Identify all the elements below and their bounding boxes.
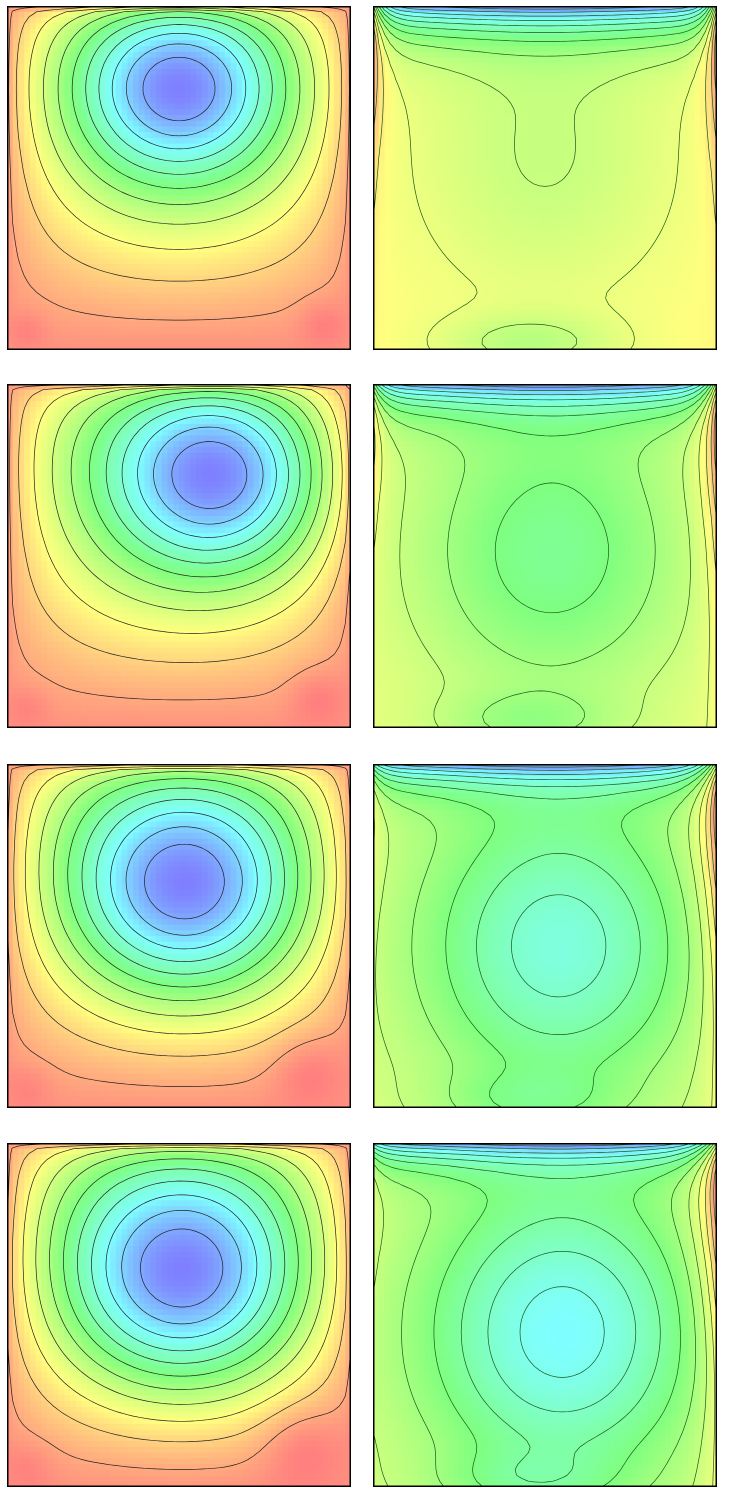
- contour-line: [49, 1151, 312, 1390]
- contour-line: [95, 798, 272, 962]
- contour-line: [43, 7, 315, 225]
- colour-fill: [7, 1143, 351, 1487]
- streamfunction-contour-plot: [7, 384, 351, 728]
- contour-line: [15, 6, 343, 282]
- contour-line: [373, 384, 717, 728]
- vorticity-contour-plot: [373, 6, 717, 350]
- contour-line: [373, 764, 705, 998]
- contour-line: [125, 826, 243, 936]
- contour-lines: [9, 384, 351, 701]
- contour-line: [88, 391, 312, 578]
- streamfunction-panel-2: [7, 384, 351, 728]
- contour-line: [121, 405, 289, 551]
- streamfunction-contour-plot: [7, 764, 351, 1108]
- streamfunction-contour-plot: [7, 6, 351, 350]
- contour-lines: [373, 1143, 717, 1487]
- vorticity-contour-plot: [373, 384, 717, 728]
- contour-line: [381, 6, 708, 27]
- contour-line: [171, 441, 248, 509]
- vorticity-panel-1: [373, 6, 717, 350]
- contour-line: [71, 11, 287, 189]
- contour-line: [373, 1143, 709, 1483]
- contour-line: [91, 1180, 272, 1352]
- contour-line: [57, 9, 301, 205]
- panel-frame: [373, 1143, 717, 1487]
- contour-line: [373, 764, 715, 1108]
- panel-frame: [373, 764, 717, 1108]
- panel-frame: [7, 764, 351, 1108]
- colour-fill: [373, 384, 717, 728]
- contour-line: [125, 43, 233, 137]
- contour-line: [105, 1194, 258, 1339]
- contour-line: [153, 426, 264, 525]
- contour-line: [98, 24, 260, 162]
- colour-fill: [7, 384, 351, 728]
- colour-fill: [373, 6, 717, 350]
- contour-line: [373, 1143, 699, 1378]
- contour-line: [35, 1147, 326, 1405]
- vorticity-contour-plot: [373, 764, 717, 1108]
- contour-line: [374, 384, 710, 417]
- contour-line: [376, 6, 713, 42]
- vorticity-panel-4: [373, 1143, 717, 1487]
- streamfunction-contour-plot: [7, 1143, 351, 1487]
- colour-fill: [7, 764, 351, 1108]
- contour-line: [140, 1228, 224, 1308]
- vorticity-panel-2: [373, 384, 717, 728]
- contour-line: [24, 766, 337, 1035]
- panel-frame: [7, 1143, 351, 1487]
- contour-line: [144, 843, 225, 920]
- colour-fill: [373, 1143, 717, 1487]
- contour-lines: [8, 6, 350, 321]
- streamfunction-panel-4: [7, 1143, 351, 1487]
- streamfunction-panel-3: [7, 764, 351, 1108]
- contour-line: [105, 397, 301, 564]
- contour-line: [22, 1145, 338, 1422]
- contour-line: [111, 32, 247, 150]
- vorticity-contour-plot: [373, 1143, 717, 1487]
- contour-line: [110, 811, 258, 950]
- colour-fill: [373, 764, 717, 1108]
- contour-line: [38, 768, 325, 1017]
- contour-line: [52, 771, 312, 1002]
- contour-line: [137, 415, 277, 538]
- panel-frame: [373, 6, 717, 350]
- contour-line: [85, 16, 273, 175]
- contour-line: [77, 1168, 286, 1364]
- contour-line: [373, 764, 717, 1108]
- contour-lines: [7, 1143, 351, 1470]
- contour-line: [374, 6, 714, 57]
- contour-line: [373, 1143, 715, 1487]
- contour-line: [373, 1143, 712, 1487]
- contour-line: [142, 56, 216, 122]
- contour-line: [81, 787, 285, 975]
- contour-line: [121, 1210, 242, 1325]
- vorticity-panel-3: [373, 764, 717, 1108]
- contour-line: [8, 6, 350, 321]
- streamfunction-panel-1: [7, 6, 351, 350]
- colour-fill: [7, 6, 351, 350]
- contour-lines: [373, 764, 717, 1108]
- contour-line: [9, 384, 351, 701]
- contour-line: [373, 764, 712, 1108]
- contour-line: [63, 1158, 299, 1377]
- contour-line: [67, 778, 299, 988]
- panel-frame: [7, 384, 351, 728]
- panel-frame: [373, 384, 717, 728]
- contour-line: [70, 388, 323, 593]
- contour-line: [51, 386, 334, 612]
- panel-frame: [7, 6, 351, 350]
- contour-line: [373, 6, 716, 350]
